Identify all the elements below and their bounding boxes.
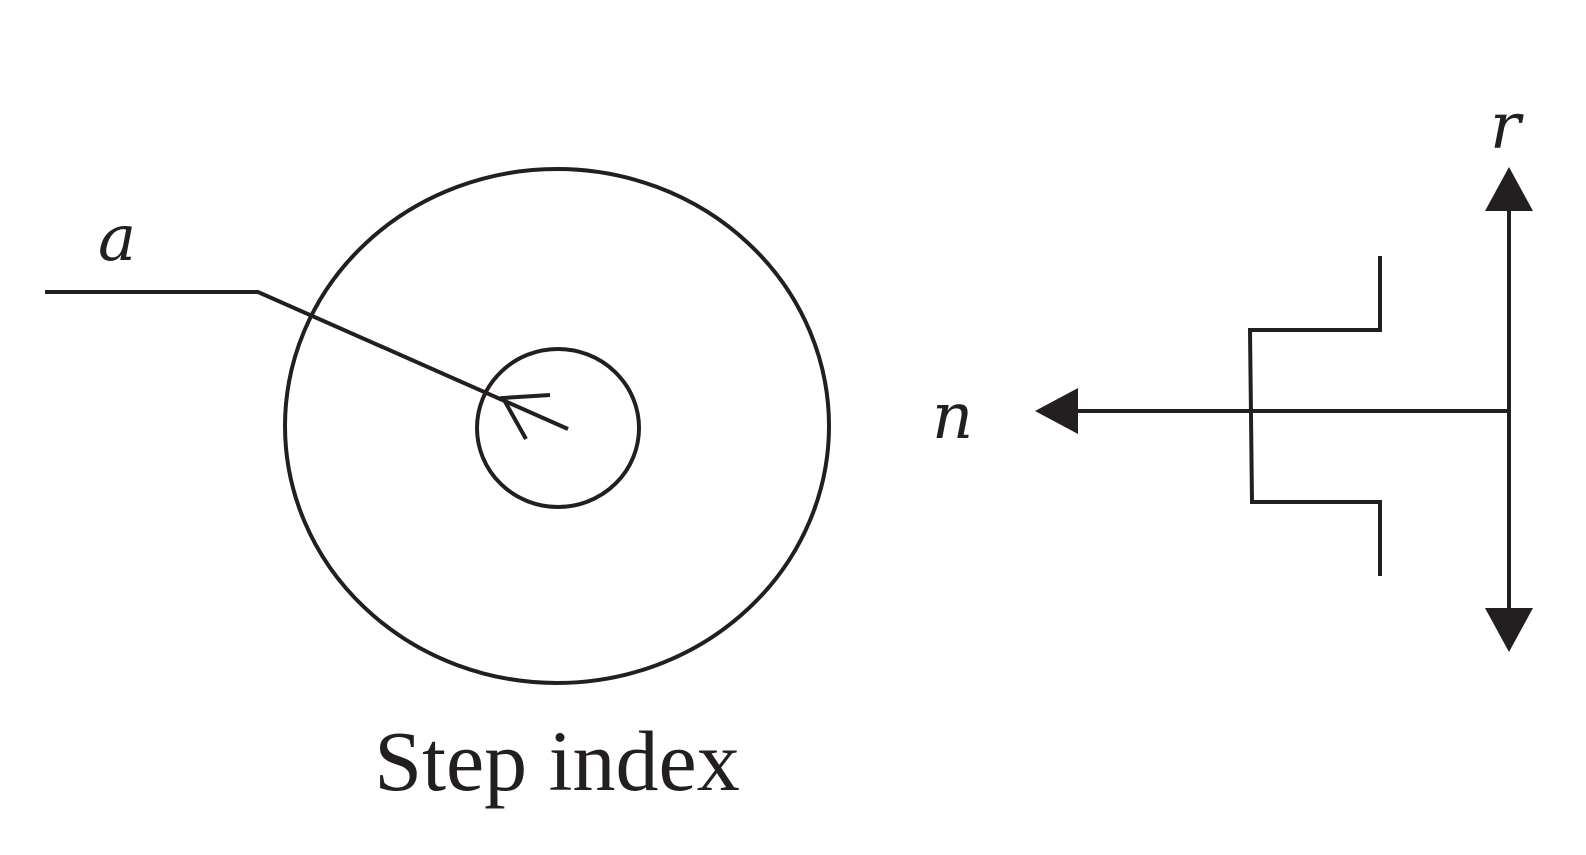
index-profile-plot: n r	[932, 90, 1533, 652]
core-circle	[475, 347, 641, 509]
diagram-caption: Step index	[374, 713, 739, 809]
fiber-cross-section: a	[45, 167, 831, 685]
index-axis-arrow-left	[1035, 388, 1078, 434]
radius-arrowhead	[499, 393, 551, 440]
cladding-circle	[283, 167, 831, 685]
radius-leader-line	[45, 290, 569, 431]
index-axis-label: n	[932, 380, 973, 454]
radius-label: a	[98, 202, 136, 276]
step-index-profile	[1247, 256, 1382, 576]
radial-axis-arrow-down	[1485, 608, 1533, 652]
radial-axis-arrow-up	[1485, 167, 1533, 211]
radial-axis-label: r	[1490, 90, 1524, 164]
